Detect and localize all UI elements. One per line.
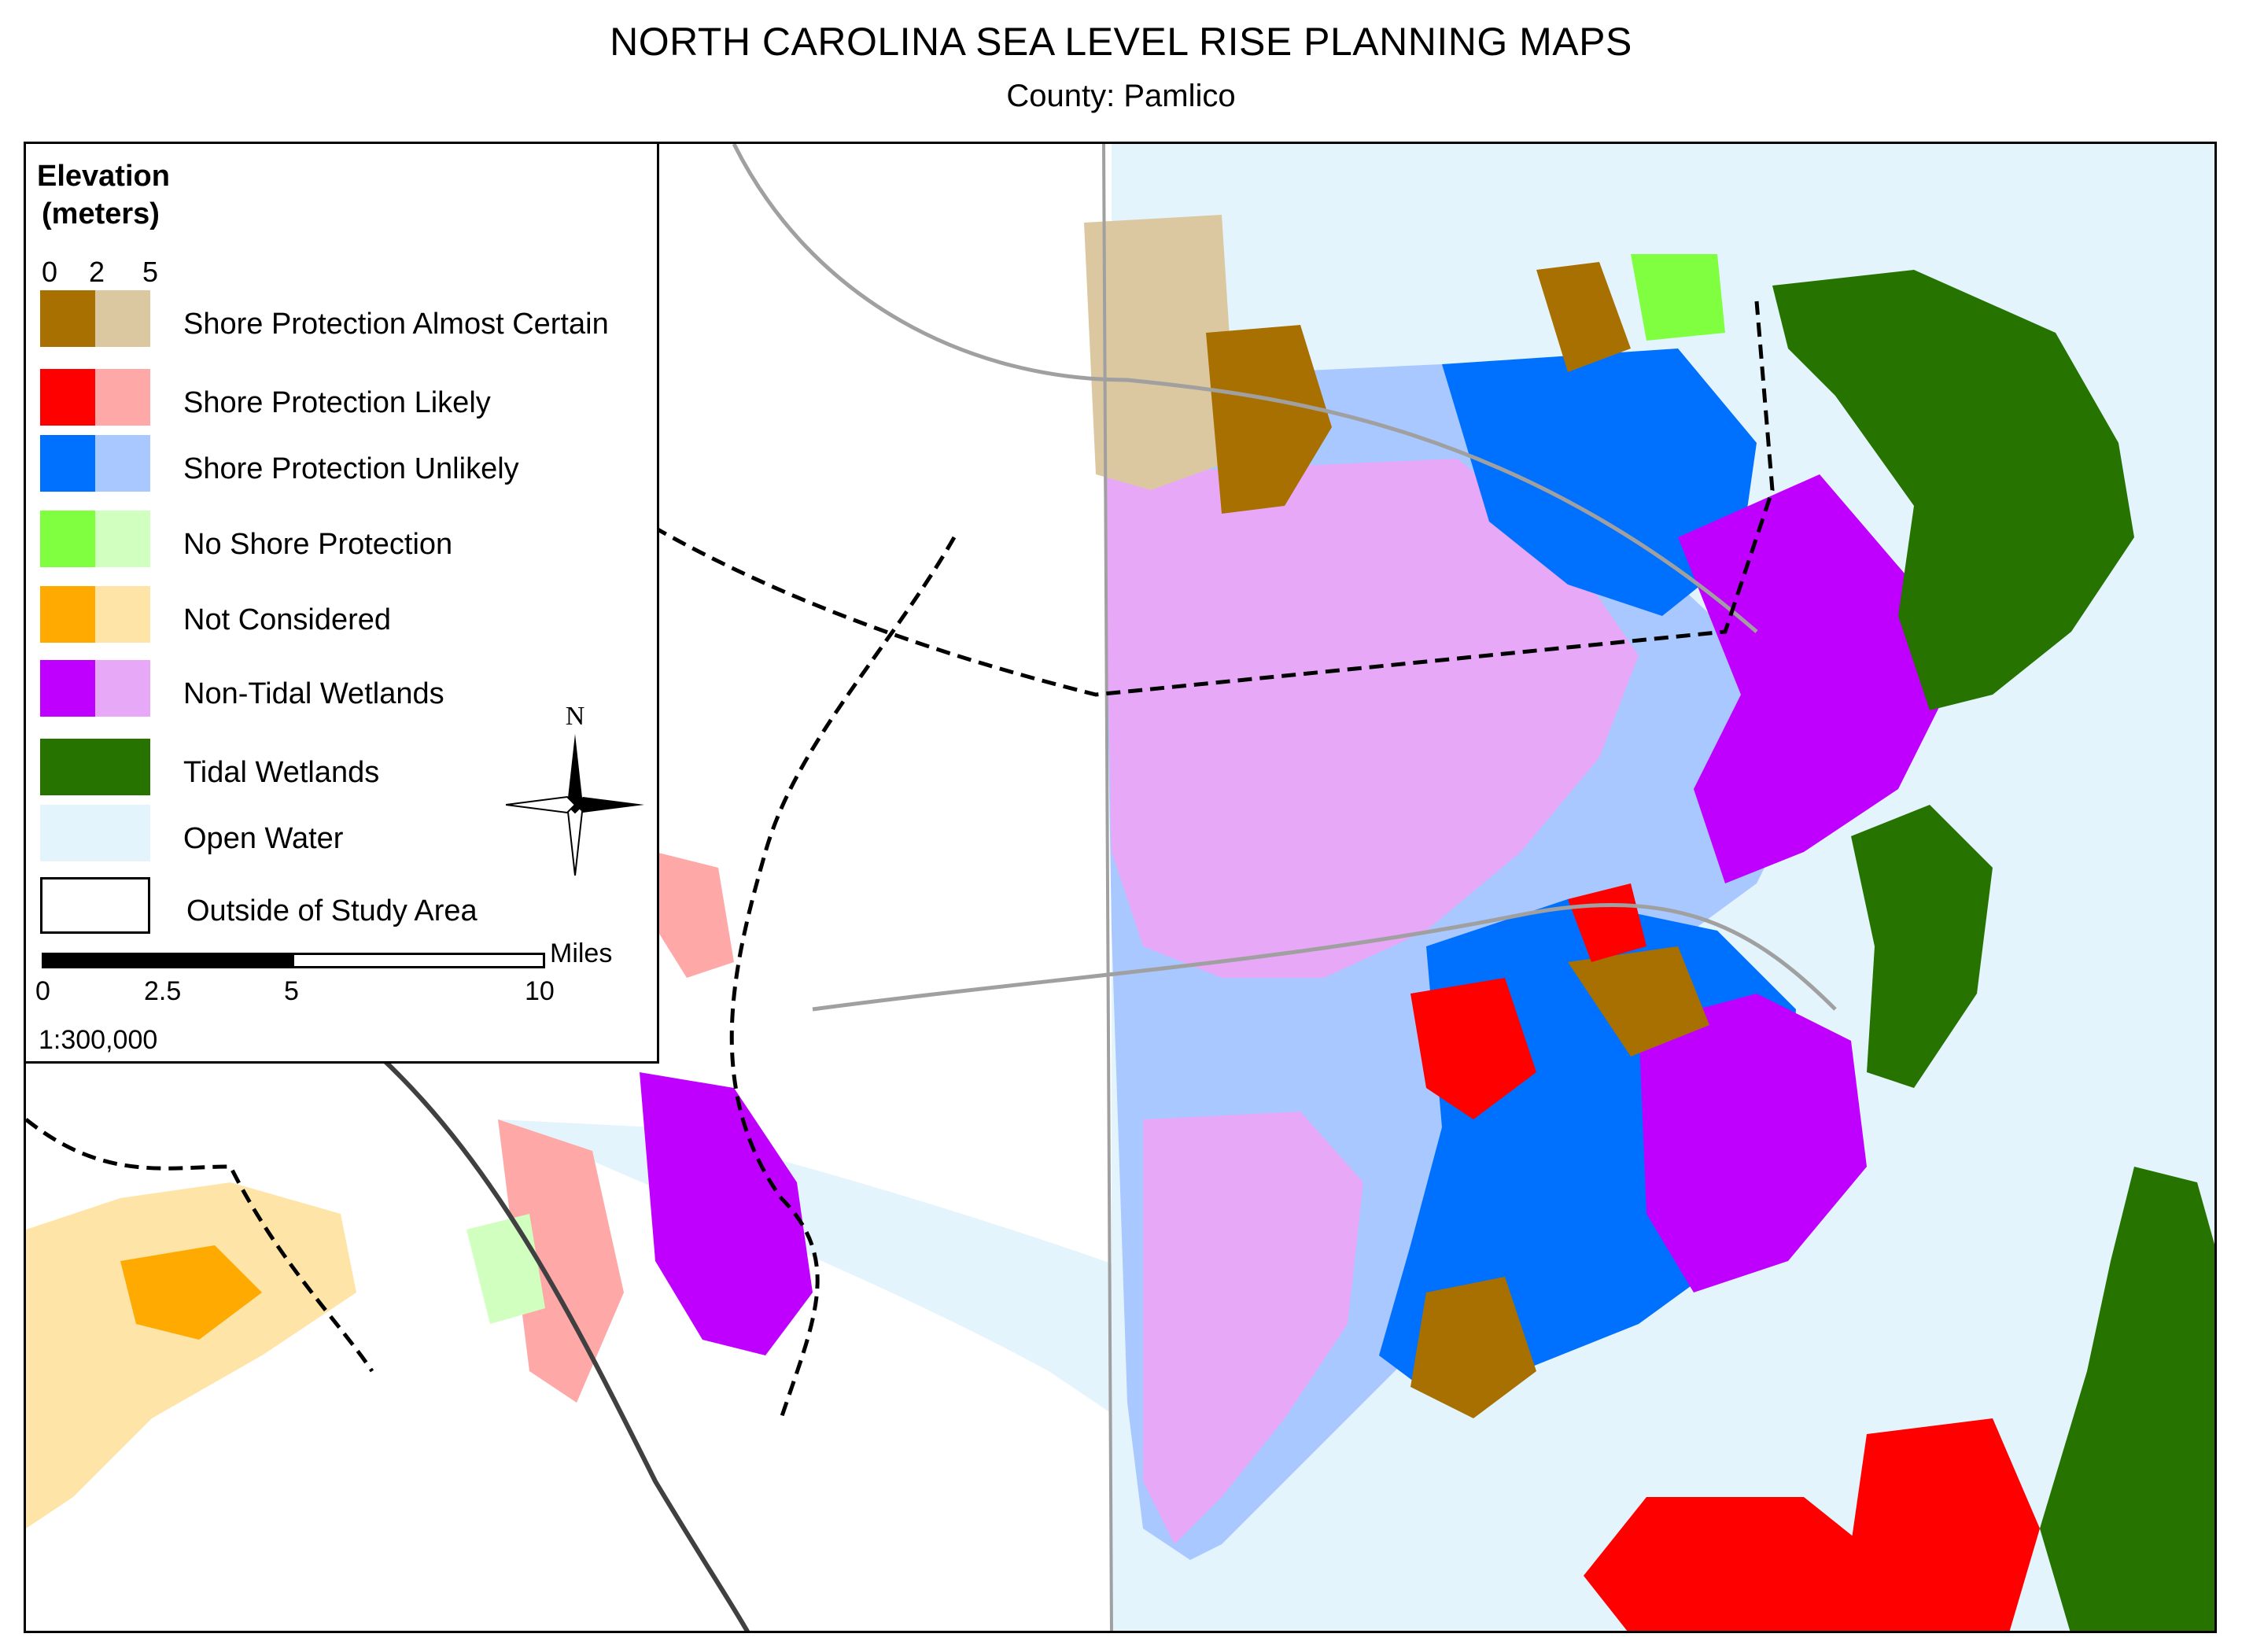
road — [1102, 144, 1113, 1631]
legend-swatch-high — [95, 511, 150, 567]
legend-swatch-low — [40, 586, 95, 643]
elevation-tick-2: 2 — [89, 256, 105, 288]
legend-swatch-low — [40, 805, 150, 861]
legend-swatch-low — [40, 511, 95, 567]
legend-heading-units: (meters) — [42, 197, 160, 230]
map-area — [24, 142, 2217, 1633]
legend-item-label: Tidal Wetlands — [183, 756, 380, 789]
land-shore-likely-low-2 — [1568, 883, 1646, 962]
land-not-considered-low — [120, 1245, 262, 1340]
legend-heading: Elevation — [37, 160, 170, 193]
land-shore-certain-low-3 — [1568, 946, 1709, 1056]
railroad — [378, 1054, 750, 1631]
land-shore-unlikely-low — [1442, 348, 1757, 616]
legend-swatch-low — [40, 369, 95, 426]
legend-item-label: Open Water — [183, 822, 344, 855]
scale-tick: 10 — [525, 976, 555, 1006]
legend-swatch-low — [40, 435, 95, 492]
legend-swatch-high — [95, 369, 150, 426]
road — [732, 144, 1758, 633]
land-shore-likely-high-west — [498, 1119, 624, 1403]
county-boundary — [26, 1118, 374, 1373]
legend-item-label: Outside of Study Area — [186, 894, 478, 927]
map-title: NORTH CAROLINA SEA LEVEL RISE PLANNING M… — [610, 20, 1632, 64]
scale-ratio: 1:300,000 — [39, 1025, 158, 1055]
scale-tick: 2.5 — [144, 976, 182, 1006]
legend-swatch-high — [95, 660, 150, 717]
scale-tick: 5 — [284, 976, 299, 1006]
county-boundary — [729, 536, 957, 1419]
map-canvas — [26, 144, 2214, 1631]
land-shore-likely-low-south-2 — [1851, 1418, 2040, 1631]
scale-bar — [42, 953, 545, 968]
tidal-wetlands-east — [1851, 805, 1993, 1088]
map-subtitle: County: Pamlico — [1006, 79, 1236, 113]
tidal-wetlands-far-east — [2040, 1167, 2214, 1631]
legend-swatch-low — [40, 290, 95, 347]
map-legend: Elevation (meters) 0 2 5 Shore Protectio… — [24, 142, 659, 1064]
land-shore-certain-low-2 — [1536, 262, 1631, 372]
elevation-tick-5: 5 — [142, 256, 159, 288]
legend-swatch-low — [40, 877, 150, 934]
elevation-tick-0: 0 — [42, 256, 58, 288]
land-no-protection-low — [1631, 254, 1725, 341]
legend-swatch-high — [95, 290, 150, 347]
legend-swatch-high — [95, 435, 150, 492]
land-nontidal-dark-east — [1678, 474, 1945, 883]
legend-item-label: Shore Protection Unlikely — [183, 452, 519, 485]
land-shore-likely-low — [1410, 978, 1536, 1119]
scale-tick: 0 — [35, 976, 50, 1006]
legend-swatch-low — [40, 660, 95, 717]
land-shore-certain-low-4 — [1410, 1277, 1536, 1418]
land-shore-certain-low — [1206, 325, 1332, 514]
land-nontidal-light — [1104, 459, 1639, 978]
tidal-wetlands-northeast — [1772, 270, 2134, 710]
north-arrow-icon: N — [506, 702, 644, 876]
land-nontidal-dark-west — [640, 1072, 813, 1355]
land-nontidal-light-south — [1143, 1112, 1363, 1544]
legend-item-label: Not Considered — [183, 603, 392, 636]
land-shore-likely-high-north — [647, 852, 734, 978]
land-shore-certain-high — [1084, 215, 1237, 490]
scale-unit: Miles — [550, 938, 613, 968]
legend-item-label: Shore Protection Almost Certain — [183, 308, 609, 341]
north-label: N — [566, 702, 585, 731]
legend-item-label: Non-Tidal Wetlands — [183, 677, 444, 710]
road — [812, 903, 1837, 1012]
land-shore-likely-low-south — [1584, 1497, 1897, 1631]
land-nontidal-dark-south — [1639, 994, 1867, 1292]
legend-item-label: No Shore Protection — [183, 528, 453, 561]
land-not-considered-high — [26, 1182, 356, 1528]
legend-swatch-high — [95, 586, 150, 643]
legend-item-label: Shore Protection Likely — [183, 386, 491, 419]
legend-swatch-low — [40, 739, 150, 795]
